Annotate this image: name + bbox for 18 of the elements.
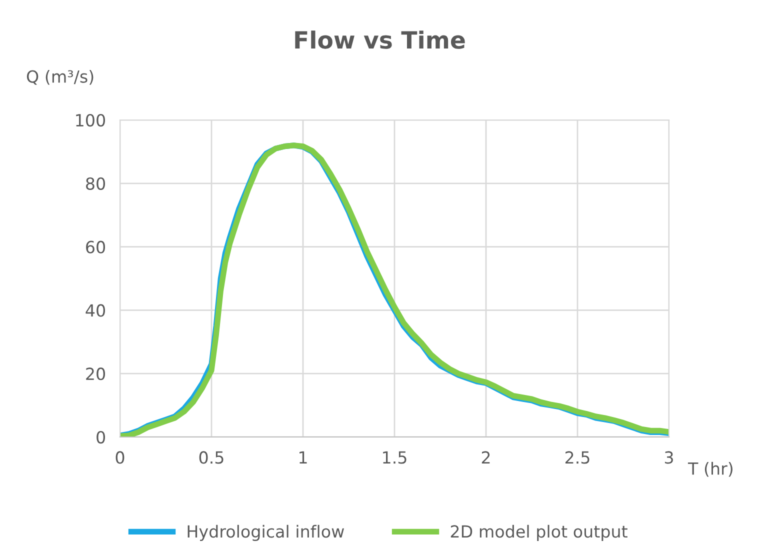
chart-title: Flow vs Time: [295, 30, 465, 49]
y-tick-label: 80: [86, 177, 106, 190]
x-tick-label: 0: [116, 451, 124, 464]
x-tick-label: 2: [482, 451, 490, 464]
y-tick-label: 100: [76, 114, 106, 127]
x-tick-label: 3: [664, 451, 673, 464]
x-tick-label: 1.5: [383, 451, 406, 464]
y-axis-title: Q (m³/s): [26, 70, 94, 85]
y-tick-label: 40: [86, 304, 106, 317]
x-tick-label: 0.5: [199, 451, 224, 464]
y-tick-label: 0: [96, 430, 106, 444]
x-axis-title: T (hr): [688, 462, 732, 477]
x-tick-label: 2.5: [565, 451, 590, 464]
y-tick-label: 60: [86, 240, 106, 254]
legend-label: Hydrological inflow: [188, 524, 344, 541]
legend-label: 2D model plot output: [450, 524, 628, 541]
x-tick-label: 1: [300, 451, 307, 464]
y-tick-label: 20: [86, 368, 106, 380]
